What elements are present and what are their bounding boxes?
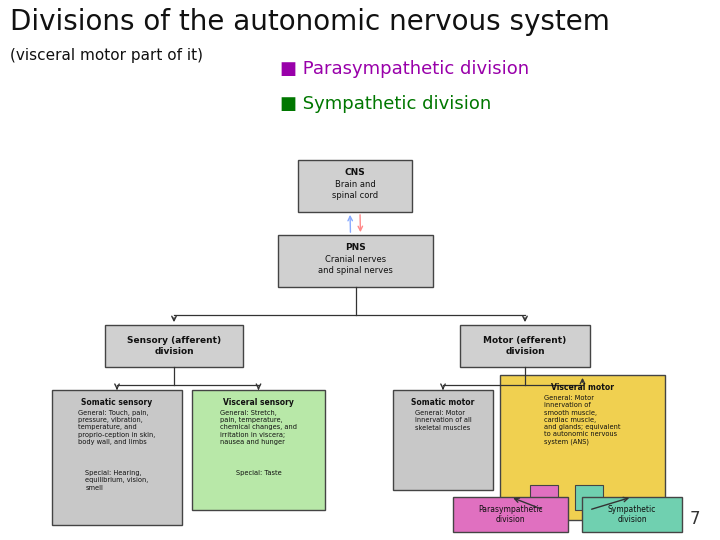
Text: ■ Parasympathetic division: ■ Parasympathetic division bbox=[280, 60, 529, 78]
FancyBboxPatch shape bbox=[52, 390, 182, 525]
Text: 7: 7 bbox=[690, 510, 700, 528]
Text: Special: Taste: Special: Taste bbox=[235, 470, 282, 476]
Text: Cranial nerves
and spinal nerves: Cranial nerves and spinal nerves bbox=[318, 255, 393, 275]
Text: Somatic sensory: Somatic sensory bbox=[81, 398, 153, 407]
Text: CNS: CNS bbox=[345, 168, 365, 177]
Text: Special: Hearing,
equilibrium, vision,
smell: Special: Hearing, equilibrium, vision, s… bbox=[86, 470, 148, 490]
FancyBboxPatch shape bbox=[192, 390, 325, 510]
Text: General: Motor
innervation of all
skeletal muscles: General: Motor innervation of all skelet… bbox=[415, 410, 472, 430]
Text: (visceral motor part of it): (visceral motor part of it) bbox=[10, 48, 203, 63]
FancyBboxPatch shape bbox=[530, 485, 558, 510]
Text: Sympathetic
division: Sympathetic division bbox=[608, 504, 656, 524]
Text: Brain and
spinal cord: Brain and spinal cord bbox=[332, 180, 378, 200]
FancyBboxPatch shape bbox=[582, 497, 682, 532]
Text: General: Stretch,
pain, temperature,
chemical changes, and
irritation in viscera: General: Stretch, pain, temperature, che… bbox=[220, 410, 297, 445]
FancyBboxPatch shape bbox=[393, 390, 493, 490]
Text: Visceral motor: Visceral motor bbox=[551, 383, 614, 392]
FancyBboxPatch shape bbox=[278, 235, 433, 287]
FancyBboxPatch shape bbox=[575, 485, 603, 510]
FancyBboxPatch shape bbox=[460, 325, 590, 367]
FancyBboxPatch shape bbox=[453, 497, 568, 532]
Text: Visceral sensory: Visceral sensory bbox=[223, 398, 294, 407]
Text: General: Touch, pain,
pressure, vibration,
temperature, and
proprio-ception in s: General: Touch, pain, pressure, vibratio… bbox=[78, 410, 156, 445]
FancyBboxPatch shape bbox=[500, 375, 665, 520]
Text: Motor (efferent)
division: Motor (efferent) division bbox=[483, 336, 567, 356]
FancyBboxPatch shape bbox=[105, 325, 243, 367]
Text: Sensory (afferent)
division: Sensory (afferent) division bbox=[127, 336, 221, 356]
Text: Parasympathetic
division: Parasympathetic division bbox=[478, 504, 543, 524]
Text: ■ Sympathetic division: ■ Sympathetic division bbox=[280, 95, 491, 113]
Text: Divisions of the autonomic nervous system: Divisions of the autonomic nervous syste… bbox=[10, 8, 610, 36]
Text: PNS: PNS bbox=[345, 243, 366, 252]
Text: Somatic motor: Somatic motor bbox=[411, 398, 474, 407]
FancyBboxPatch shape bbox=[298, 160, 412, 212]
Text: General: Motor
innervation of
smooth muscle,
cardiac muscle,
and glands; equival: General: Motor innervation of smooth mus… bbox=[544, 395, 621, 445]
